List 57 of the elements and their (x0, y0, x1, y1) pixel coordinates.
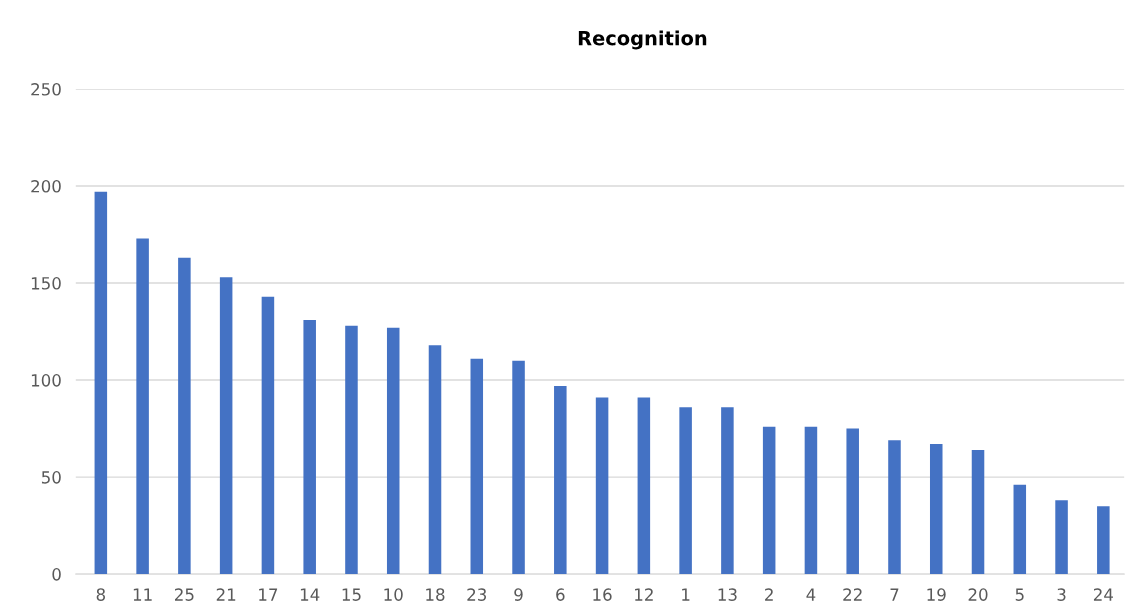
x-tick-label: 9 (514, 588, 523, 601)
x-tick-label: 5 (1015, 588, 1024, 601)
x-tick-label: 17 (259, 588, 278, 601)
y-tick-label: 50 (41, 471, 61, 484)
x-tick-label: 23 (467, 588, 487, 601)
x-tick-label: 2 (765, 588, 773, 601)
x-tick-label: 13 (718, 588, 737, 601)
y-tick-label: 0 (52, 568, 61, 581)
bar (261, 296, 275, 575)
bar (929, 444, 943, 575)
bar (1097, 506, 1110, 575)
x-tick-label: 22 (843, 588, 862, 601)
bar (219, 277, 233, 575)
chart-title: Recognition (578, 30, 707, 50)
x-tick-label: 15 (342, 588, 361, 601)
x-tick-label: 18 (426, 588, 445, 601)
y-tick-label: 100 (31, 374, 61, 387)
x-tick-label: 10 (384, 588, 403, 601)
bar (94, 191, 108, 575)
x-tick-label: 16 (593, 588, 612, 601)
bar (303, 319, 316, 575)
x-tick-label: 12 (635, 588, 653, 601)
bar (1013, 484, 1027, 575)
bar (554, 385, 567, 575)
x-tick-label: 24 (1093, 588, 1113, 601)
bar (721, 407, 734, 575)
bar (804, 426, 818, 575)
x-tick-label: 19 (927, 588, 946, 601)
bar (136, 238, 149, 575)
bar (595, 397, 609, 575)
y-tick-label: 150 (31, 277, 61, 290)
bar (762, 426, 776, 575)
x-tick-label: 7 (890, 588, 899, 601)
x-tick-label: 8 (96, 588, 105, 601)
x-tick-label: 4 (806, 588, 816, 601)
bar (679, 407, 692, 575)
x-tick-label: 3 (1057, 588, 1066, 601)
x-tick-label: 11 (133, 588, 152, 601)
x-tick-label: 25 (175, 588, 194, 601)
bar (345, 325, 358, 575)
y-tick-label: 250 (31, 82, 61, 96)
bar (470, 358, 484, 575)
bar (178, 257, 191, 575)
bar (846, 428, 859, 575)
x-tick-label: 14 (300, 588, 320, 601)
x-tick-label: 1 (682, 588, 690, 601)
bar (637, 397, 651, 575)
bar (971, 449, 985, 575)
bar (512, 360, 525, 575)
bar (1055, 500, 1068, 575)
x-tick-label: 20 (968, 588, 988, 601)
x-tick-label: 6 (556, 588, 565, 601)
bar (888, 440, 901, 575)
x-tick-label: 21 (216, 588, 236, 601)
y-tick-label: 200 (31, 180, 61, 193)
bar (428, 345, 442, 575)
bar (386, 327, 400, 575)
